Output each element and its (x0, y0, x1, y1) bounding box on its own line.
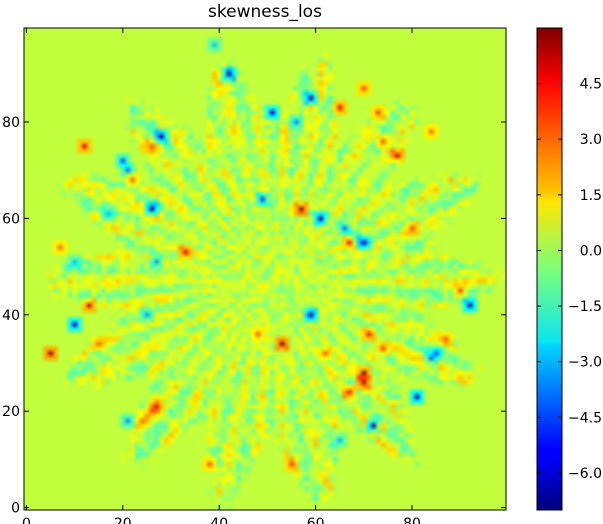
colorbar-ticks: −6.0 −4.5 −3.0 −1.5 0.0 1.5 3.0 4.5 (537, 77, 602, 482)
colorbar-tick-label: 4.5 (580, 77, 602, 93)
x-axis: 0 20 40 60 80 (22, 28, 421, 524)
colorbar-tick-label: −3.0 (568, 355, 602, 371)
y-axis: 0 20 40 60 80 (2, 115, 506, 517)
colorbar-tick-label: 0.0 (580, 243, 602, 259)
heatmap-image (24, 28, 506, 510)
colorbar-tick-label: −4.5 (568, 410, 602, 426)
colorbar-tick-label: −1.5 (568, 299, 602, 315)
y-tick-label: 40 (2, 308, 20, 324)
x-tick-label: 20 (114, 516, 132, 524)
y-tick-label: 20 (2, 404, 20, 420)
x-tick-label: 40 (210, 516, 228, 524)
colorbar-tick-label: −6.0 (568, 466, 602, 482)
y-tick-label: 60 (2, 211, 20, 227)
x-tick-label: 60 (307, 516, 325, 524)
colorbar (536, 27, 563, 511)
x-tick-label: 0 (22, 516, 31, 524)
y-tick-label: 0 (11, 501, 20, 517)
y-tick-label: 80 (2, 115, 20, 131)
colorbar-tick-label: 3.0 (580, 132, 602, 148)
chart-title: skewness_los (208, 2, 322, 22)
heatmap (24, 28, 506, 510)
plot-frame (23, 27, 507, 511)
colorbar-tick-label: 1.5 (580, 188, 602, 204)
x-tick-label: 80 (403, 516, 421, 524)
